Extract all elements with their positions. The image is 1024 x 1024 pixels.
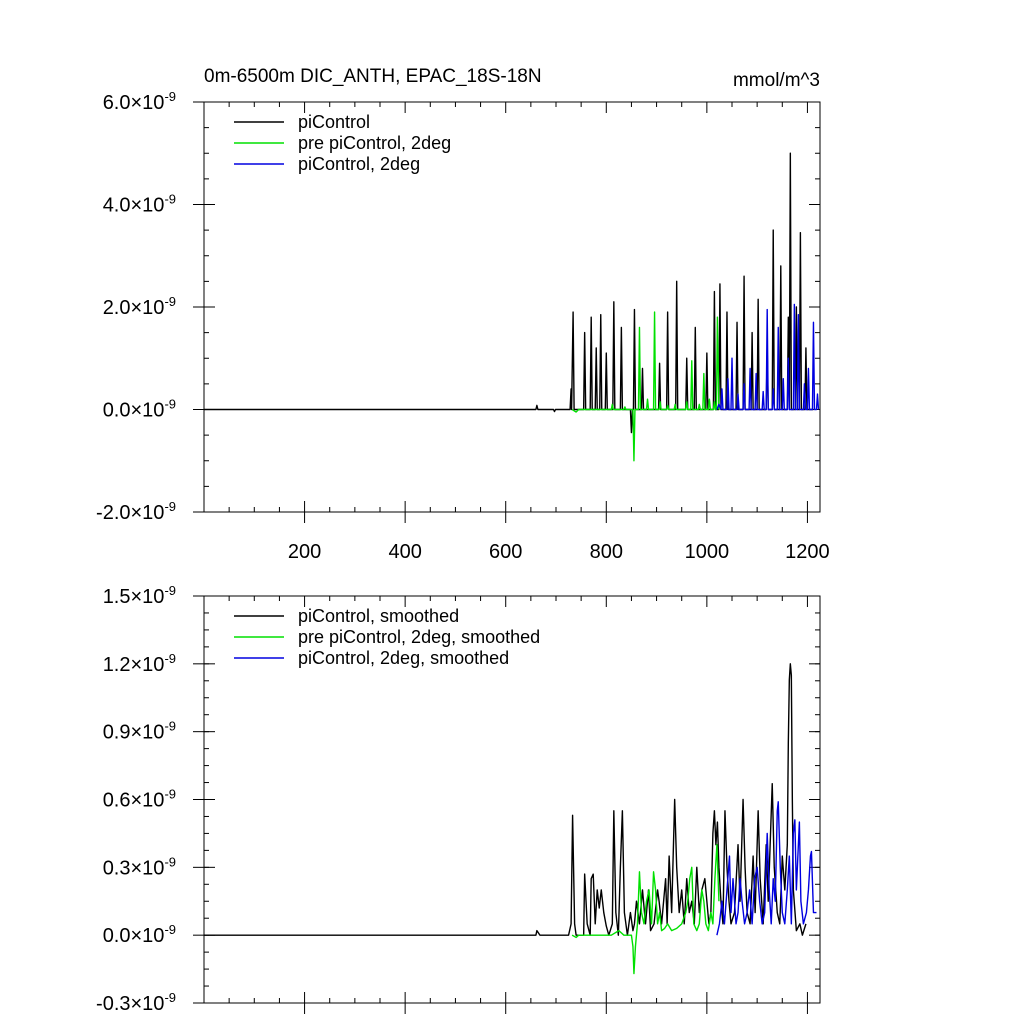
bottom-y-tick-label: 0.0×10-9 bbox=[103, 922, 176, 947]
top-legend-label-2: piControl, 2deg bbox=[298, 154, 420, 174]
top-x-tick-label: 600 bbox=[489, 541, 522, 563]
top-y-tick-label: -2.0×10-9 bbox=[96, 499, 176, 524]
bottom-panel: -0.3×10-9 0.0×10-9 0.3×10-9 0.6×10-9 0.9×10-… bbox=[96, 583, 821, 1015]
top-y-tick-label: 0.0×10-9 bbox=[103, 397, 176, 422]
top-plot-area: 200 400 600 800 1000 1200 -2.0×10-9 0.0×10-9 2.0… bbox=[96, 89, 830, 563]
bottom-plot-frame bbox=[203, 595, 821, 1004]
top-x-tick-label: 800 bbox=[590, 541, 623, 563]
bottom-y-tick-label: 1.5×10-9 bbox=[103, 583, 176, 608]
top-series-line-1 bbox=[571, 311, 720, 462]
bottom-series-line-0 bbox=[204, 663, 807, 936]
bottom-y-tick-label: -0.3×10-9 bbox=[96, 990, 176, 1015]
top-panel: 0m-6500m DIC_ANTH, EPAC_18S-18N mmol/m^3… bbox=[96, 66, 830, 563]
top-y-tick-label: 4.0×10-9 bbox=[103, 192, 176, 217]
bottom-legend-label-1: pre piControl, 2deg, smoothed bbox=[298, 627, 540, 647]
bottom-legend-label-2: piControl, 2deg, smoothed bbox=[298, 648, 509, 668]
top-x-tick-label: 1000 bbox=[685, 541, 730, 563]
top-legend-label-1: pre piControl, 2deg bbox=[298, 133, 451, 153]
top-chart-title: 0m-6500m DIC_ANTH, EPAC_18S-18N bbox=[204, 66, 542, 87]
top-legend-label-0: piControl bbox=[298, 112, 370, 132]
bottom-series-line-2 bbox=[716, 801, 817, 936]
top-x-tick-label: 400 bbox=[388, 541, 421, 563]
bottom-y-tick-label: 0.9×10-9 bbox=[103, 719, 176, 744]
top-x-tick-label: 200 bbox=[288, 541, 321, 563]
bottom-y-tick-label: 1.2×10-9 bbox=[103, 651, 176, 676]
bottom-y-tick-label: 0.6×10-9 bbox=[103, 787, 176, 812]
top-plot-frame bbox=[203, 101, 821, 513]
bottom-series-line-1 bbox=[571, 844, 720, 975]
bottom-legend-label-0: piControl, smoothed bbox=[298, 606, 459, 626]
top-y-tick-label: 2.0×10-9 bbox=[103, 294, 176, 319]
top-chart-units: mmol/m^3 bbox=[733, 70, 820, 91]
top-y-tick-label: 6.0×10-9 bbox=[103, 89, 176, 114]
bottom-plot-area: -0.3×10-9 0.0×10-9 0.3×10-9 0.6×10-9 0.9×10-… bbox=[96, 583, 821, 1015]
bottom-y-tick-label: 0.3×10-9 bbox=[103, 854, 176, 879]
top-x-tick-label: 1200 bbox=[785, 541, 830, 563]
top-series-line-2 bbox=[716, 303, 820, 411]
